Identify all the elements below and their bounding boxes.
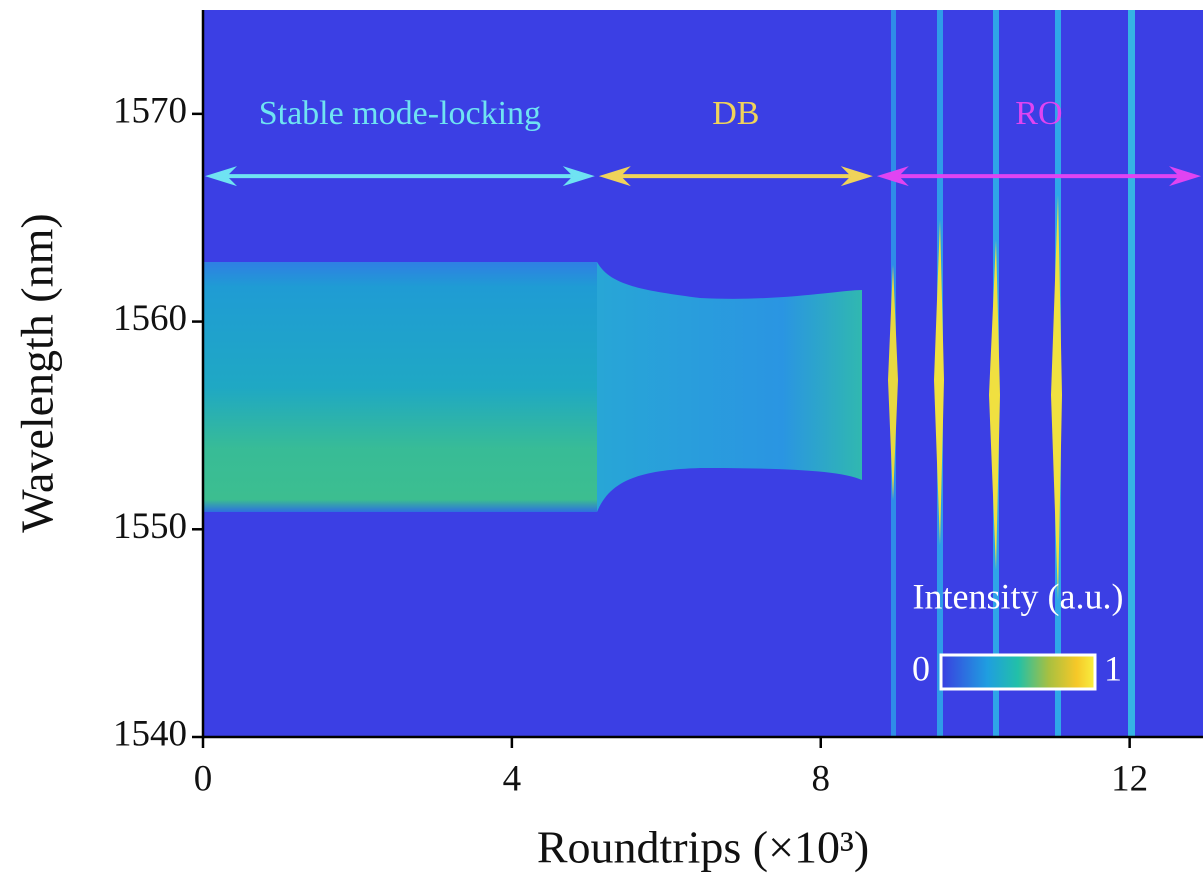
axes xyxy=(201,10,1203,739)
annotation: Stable mode-locking xyxy=(259,95,541,132)
y-tick-label: 1560 xyxy=(113,298,187,339)
y-tick-label: 1570 xyxy=(113,90,187,131)
annotation: DB xyxy=(712,95,759,132)
annotation: RO xyxy=(1015,95,1062,132)
arrow-head xyxy=(598,166,631,187)
x-tick-label: 4 xyxy=(503,758,522,799)
y-tick-label: 1540 xyxy=(113,713,187,754)
heatmap xyxy=(203,10,1203,737)
colorbar-label: Intensity (a.u.) xyxy=(913,576,1124,616)
x-tick-label: 8 xyxy=(812,758,831,799)
arrow-head xyxy=(840,166,873,187)
arrow-head xyxy=(205,166,237,187)
arrow-head xyxy=(1169,166,1201,187)
arrow-head xyxy=(876,166,909,187)
y-axis-label: Wavelength (nm) xyxy=(12,213,63,532)
y-tick-label: 1550 xyxy=(113,506,187,547)
x-tick-label: 12 xyxy=(1111,758,1148,799)
arrow-head xyxy=(562,166,595,187)
colorbar-tick: 0 xyxy=(912,648,930,688)
colorbar-tick: 1 xyxy=(1104,648,1122,688)
x-axis-label: Roundtrips (×10³) xyxy=(537,822,869,873)
x-tick-label: 0 xyxy=(194,758,213,799)
colorbar xyxy=(939,653,1097,691)
